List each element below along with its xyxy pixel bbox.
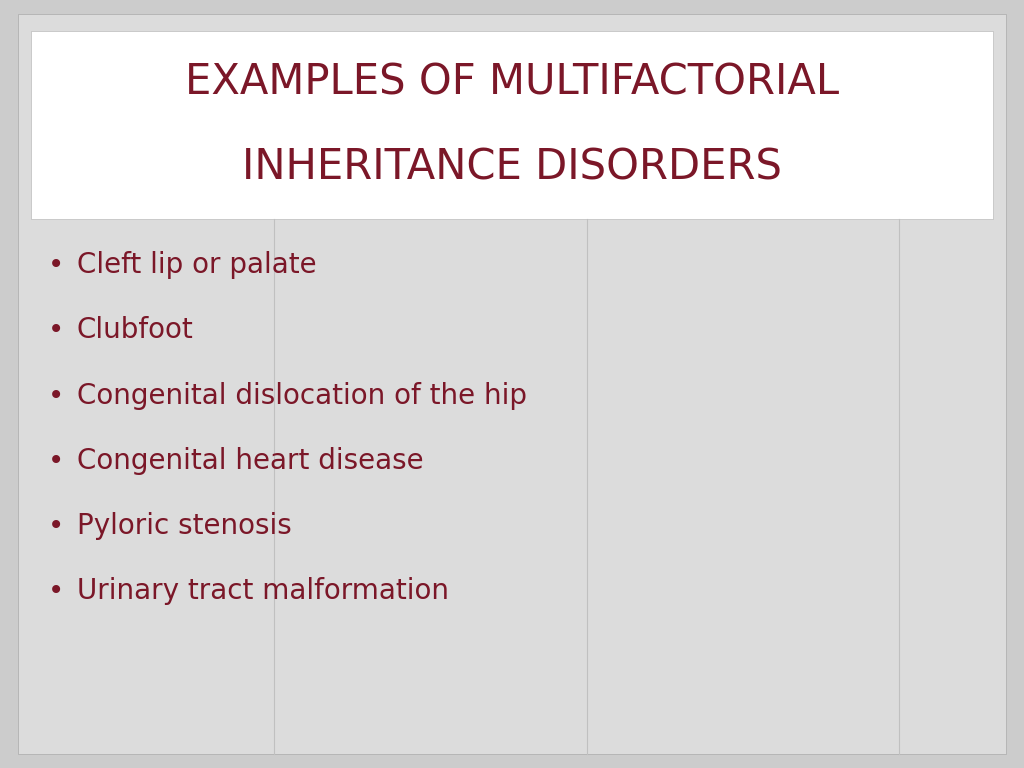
Text: •: • [48,382,65,409]
Text: Congenital heart disease: Congenital heart disease [77,447,424,475]
Text: •: • [48,578,65,605]
Text: Clubfoot: Clubfoot [77,316,194,344]
Text: INHERITANCE DISORDERS: INHERITANCE DISORDERS [242,146,782,188]
Text: Urinary tract malformation: Urinary tract malformation [77,578,449,605]
Text: •: • [48,447,65,475]
Text: Cleft lip or palate: Cleft lip or palate [77,251,316,279]
Text: EXAMPLES OF MULTIFACTORIAL: EXAMPLES OF MULTIFACTORIAL [185,61,839,104]
Text: Congenital dislocation of the hip: Congenital dislocation of the hip [77,382,526,409]
Text: •: • [48,316,65,344]
Text: •: • [48,512,65,540]
Text: •: • [48,251,65,279]
FancyBboxPatch shape [18,14,1006,754]
Text: Pyloric stenosis: Pyloric stenosis [77,512,292,540]
FancyBboxPatch shape [31,31,993,219]
